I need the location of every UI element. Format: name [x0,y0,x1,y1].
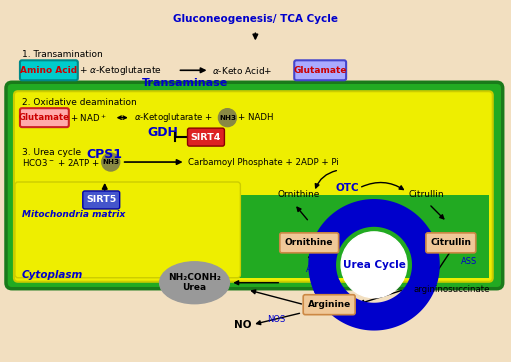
Text: + $\alpha$-Ketoglutarate: + $\alpha$-Ketoglutarate [79,64,161,77]
Text: Urea Cycle: Urea Cycle [342,260,406,270]
Circle shape [218,109,237,127]
Text: Citrullin: Citrullin [430,238,471,247]
Text: HCO3$^-$ + 2ATP +: HCO3$^-$ + 2ATP + [22,156,100,168]
Text: Ornithine: Ornithine [277,190,320,199]
Text: OTC: OTC [335,183,359,193]
Text: NH3: NH3 [102,159,119,165]
Text: Ornithine: Ornithine [285,238,334,247]
Text: NOS: NOS [267,315,286,324]
Text: 2. Oxidative deamination: 2. Oxidative deamination [22,98,137,107]
Text: $\alpha$-Ketoglutarate +: $\alpha$-Ketoglutarate + [134,111,213,124]
FancyBboxPatch shape [20,60,78,80]
Text: Arginine: Arginine [308,300,351,309]
Text: NH₂CONH₂
Urea: NH₂CONH₂ Urea [168,273,221,292]
Text: ASS: ASS [461,257,477,266]
Circle shape [341,232,407,298]
Polygon shape [239,195,489,278]
Text: NH3: NH3 [219,115,236,121]
Text: SIRT5: SIRT5 [86,195,117,205]
Text: Citrullin: Citrullin [409,190,445,199]
Text: Gluconeogenesis/ TCA Cycle: Gluconeogenesis/ TCA Cycle [173,14,338,24]
Text: SIRT4: SIRT4 [191,132,221,142]
Text: Cytoplasm: Cytoplasm [22,270,83,280]
Circle shape [102,153,120,171]
FancyBboxPatch shape [83,191,120,209]
Text: Transaminase: Transaminase [142,78,228,88]
FancyBboxPatch shape [20,108,69,127]
Text: Amino Acid: Amino Acid [20,66,78,75]
Text: Glutamate: Glutamate [19,113,70,122]
Ellipse shape [159,262,229,304]
Text: NO: NO [235,320,252,330]
Text: 3. Urea cycle: 3. Urea cycle [22,148,81,157]
Text: argininosuccinate: argininosuccinate [414,285,491,294]
Text: CPS1: CPS1 [87,148,123,161]
FancyBboxPatch shape [6,82,503,289]
Text: + NAD$^+$: + NAD$^+$ [70,112,106,123]
FancyBboxPatch shape [15,182,240,278]
Text: 1. Transamination: 1. Transamination [22,50,103,59]
Text: Mitochondria matrix: Mitochondria matrix [22,210,125,219]
FancyBboxPatch shape [303,295,355,315]
Text: ASL: ASL [369,305,385,314]
Text: + NADH: + NADH [239,113,274,122]
FancyBboxPatch shape [280,233,339,253]
FancyBboxPatch shape [426,233,476,253]
Text: Carbamoyl Phosphate + 2ADP + Pi: Carbamoyl Phosphate + 2ADP + Pi [188,157,338,167]
FancyBboxPatch shape [294,60,346,80]
FancyBboxPatch shape [14,91,493,282]
Text: GDH: GDH [148,126,178,139]
Text: ARG1: ARG1 [306,265,329,274]
FancyBboxPatch shape [188,128,224,146]
Text: Glutamate: Glutamate [293,66,347,75]
Text: $\alpha$-Keto Acid+: $\alpha$-Keto Acid+ [213,65,273,76]
